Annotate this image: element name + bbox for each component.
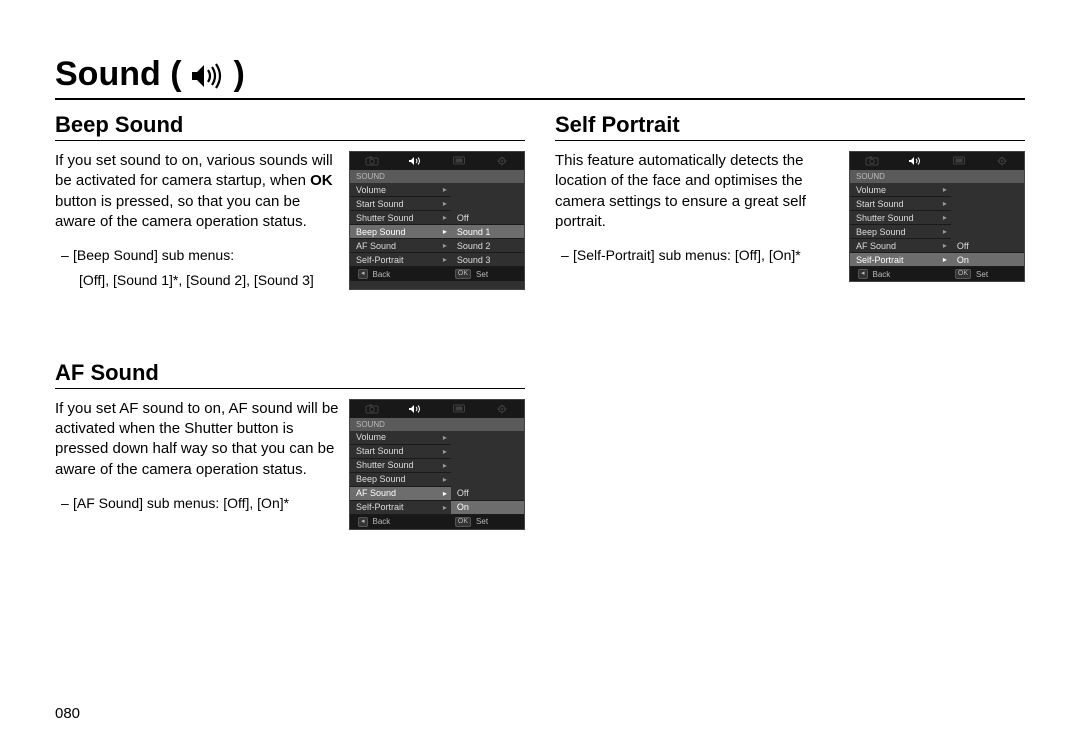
menu-option: Sound 3 — [451, 253, 524, 267]
sound-tab-icon — [394, 152, 438, 170]
camera-screen-af: SOUND Volume▸ Start Sound▸ Shutter Sound… — [349, 399, 525, 530]
menu-option: Off — [951, 239, 1024, 253]
camera-tab-icon — [350, 400, 394, 418]
sound-tab-icon — [394, 400, 438, 418]
menu-item: Beep Sound▸ — [350, 473, 451, 487]
section-text: If you set AF sound to on, AF sound will… — [55, 399, 339, 530]
description: If you set sound to on, various sounds w… — [55, 151, 339, 232]
screen-footer: ◂Back OKSet — [350, 267, 524, 281]
sound-tab-icon — [894, 152, 938, 170]
menu-option: Sound 2 — [451, 239, 524, 253]
section-self-portrait: Self Portrait This feature automatically… — [555, 112, 1025, 282]
screen-header: SOUND — [850, 170, 1024, 183]
camera-tab-icon — [350, 152, 394, 170]
menu-option-selected: Sound 1 — [451, 225, 524, 239]
camera-screen-selfportrait: SOUND Volume▸ Start Sound▸ Shutter Sound… — [849, 151, 1025, 282]
screen-tabs — [350, 400, 524, 418]
title-text-pre: Sound ( — [55, 55, 182, 94]
right-column: Self Portrait This feature automatically… — [555, 112, 1025, 600]
menu-item: AF Sound▸ — [850, 239, 951, 253]
display-tab-icon — [437, 152, 481, 170]
section-af-sound: AF Sound If you set AF sound to on, AF s… — [55, 360, 525, 530]
submenu-label: – [Self-Portrait] sub menus: [Off], [On]… — [555, 246, 839, 265]
settings-tab-icon — [481, 152, 525, 170]
section-title: AF Sound — [55, 360, 525, 389]
page-title: Sound ( ) — [55, 55, 1025, 100]
screen-header: SOUND — [350, 418, 524, 431]
section-text: This feature automatically detects the l… — [555, 151, 839, 282]
screen-tabs — [350, 152, 524, 170]
menu-item: Shutter Sound▸ — [350, 459, 451, 473]
screen-footer: ◂Back OKSet — [850, 267, 1024, 281]
camera-screen-beep: SOUND Volume▸ Start Sound▸ Shutter Sound… — [349, 151, 525, 290]
menu-item: Volume▸ — [350, 431, 451, 445]
display-tab-icon — [437, 400, 481, 418]
left-column: Beep Sound If you set sound to on, vario… — [55, 112, 525, 600]
settings-tab-icon — [481, 400, 525, 418]
title-text-post: ) — [234, 55, 245, 94]
screen-tabs — [850, 152, 1024, 170]
camera-tab-icon — [850, 152, 894, 170]
submenu-label: – [Beep Sound] sub menus: — [55, 246, 339, 265]
description: If you set AF sound to on, AF sound will… — [55, 399, 339, 480]
section-title: Beep Sound — [55, 112, 525, 141]
menu-item: Self-Portrait▸ — [350, 253, 451, 267]
menu-option-selected: On — [451, 501, 524, 515]
menu-option: Off — [451, 211, 524, 225]
page-number: 080 — [55, 705, 80, 722]
settings-tab-icon — [981, 152, 1025, 170]
menu-item: Self-Portrait▸ — [350, 501, 451, 515]
description: This feature automatically detects the l… — [555, 151, 839, 232]
menu-item: Start Sound▸ — [350, 197, 451, 211]
display-tab-icon — [937, 152, 981, 170]
screen-header: SOUND — [350, 170, 524, 183]
section-title: Self Portrait — [555, 112, 1025, 141]
menu-item: Start Sound▸ — [850, 197, 951, 211]
menu-item: Volume▸ — [850, 183, 951, 197]
submenu-options: [Off], [Sound 1]*, [Sound 2], [Sound 3] — [55, 271, 339, 290]
menu-item: Shutter Sound▸ — [350, 211, 451, 225]
menu-item: Start Sound▸ — [350, 445, 451, 459]
menu-option: Off — [451, 487, 524, 501]
menu-item-selected: AF Sound▸ — [350, 487, 451, 501]
menu-item: Volume▸ — [350, 183, 451, 197]
section-text: If you set sound to on, various sounds w… — [55, 151, 339, 290]
menu-item: AF Sound▸ — [350, 239, 451, 253]
menu-item-selected: Beep Sound▸ — [350, 225, 451, 239]
menu-item: Beep Sound▸ — [850, 225, 951, 239]
menu-item: Shutter Sound▸ — [850, 211, 951, 225]
menu-option-selected: On — [951, 253, 1024, 267]
screen-footer: ◂Back OKSet — [350, 515, 524, 529]
submenu-label: – [AF Sound] sub menus: [Off], [On]* — [55, 494, 339, 513]
section-beep-sound: Beep Sound If you set sound to on, vario… — [55, 112, 525, 290]
menu-item-selected: Self-Portrait▸ — [850, 253, 951, 267]
speaker-icon — [190, 62, 226, 90]
